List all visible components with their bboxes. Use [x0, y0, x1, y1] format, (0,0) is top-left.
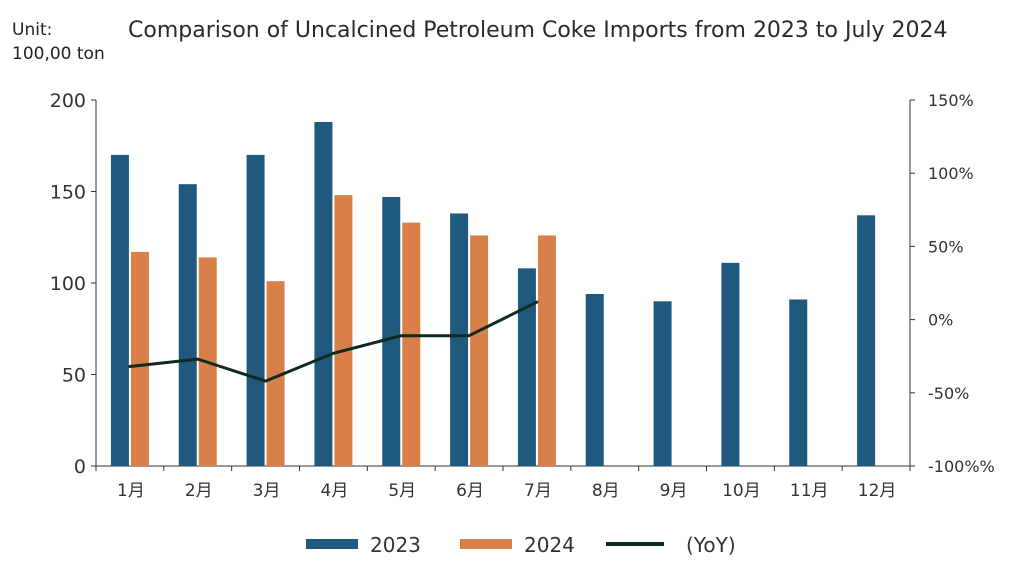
bar-2024: [537, 235, 556, 466]
legend-label-2023: 2023: [370, 533, 421, 557]
x-axis-tick-label: 6月: [456, 481, 484, 501]
yoy-line: [128, 300, 539, 383]
left-axis-tick-label: 150: [50, 182, 86, 204]
bar-2023: [314, 121, 333, 467]
bar-2023: [450, 213, 469, 466]
left-axis-tick-label: 100: [50, 273, 86, 295]
x-axis-tick-label: 4月: [321, 481, 349, 501]
left-axis-tick-label: 200: [50, 90, 86, 112]
right-axis-tick-label: 50%: [928, 237, 964, 256]
bar-2024: [266, 281, 285, 466]
x-axis-tick-label: 1月: [117, 481, 145, 501]
bar-2023: [789, 299, 808, 466]
bar-2023: [721, 262, 740, 466]
right-axis-tick-label: 100%: [928, 164, 974, 183]
unit-label: Unit: 100,00 ton: [12, 18, 105, 66]
bar-2024: [334, 195, 353, 466]
x-axis-tick-label: 12月: [858, 481, 897, 501]
bar-2023: [246, 154, 265, 466]
bar-2023: [857, 215, 876, 466]
x-axis-tick-label: 3月: [253, 481, 281, 501]
x-axis-tick-label: 7月: [524, 481, 552, 501]
legend-label-2024: 2024: [524, 533, 575, 557]
left-axis-tick-label: 0: [74, 456, 86, 478]
chart-title: Comparison of Uncalcined Petroleum Coke …: [128, 18, 948, 43]
bar-2023: [382, 196, 401, 467]
x-axis-tick-label: 5月: [388, 481, 416, 501]
bar-2023: [653, 301, 672, 466]
unit-label-line2: 100,00 ton: [12, 44, 105, 64]
bar-2024: [470, 235, 489, 466]
x-axis-tick-label: 9月: [660, 481, 688, 501]
right-axis-tick-label: 150%: [928, 91, 974, 110]
x-axis-tick-label: 2月: [185, 481, 213, 501]
bar-2023: [517, 268, 536, 466]
right-axis-tick-label: -100%%: [928, 457, 995, 476]
bar-2023: [178, 184, 197, 466]
legend-swatch-2024: [460, 539, 512, 549]
right-axis-tick-label: 0%: [928, 311, 953, 330]
x-axis-tick-label: 8月: [592, 481, 620, 501]
bar-2024: [402, 222, 421, 466]
x-axis-tick-label: 10月: [722, 481, 761, 501]
left-axis-tick-label: 50: [62, 365, 86, 387]
legend-swatch-2023: [306, 539, 358, 549]
bar-2023: [110, 154, 129, 466]
right-axis-tick-label: -50%: [928, 384, 969, 403]
legend-label-yoy: (YoY): [686, 533, 736, 557]
unit-label-line1: Unit:: [12, 20, 53, 40]
bar-2023: [585, 293, 604, 466]
bar-2024: [130, 251, 149, 466]
x-axis-tick-label: 11月: [790, 481, 829, 501]
